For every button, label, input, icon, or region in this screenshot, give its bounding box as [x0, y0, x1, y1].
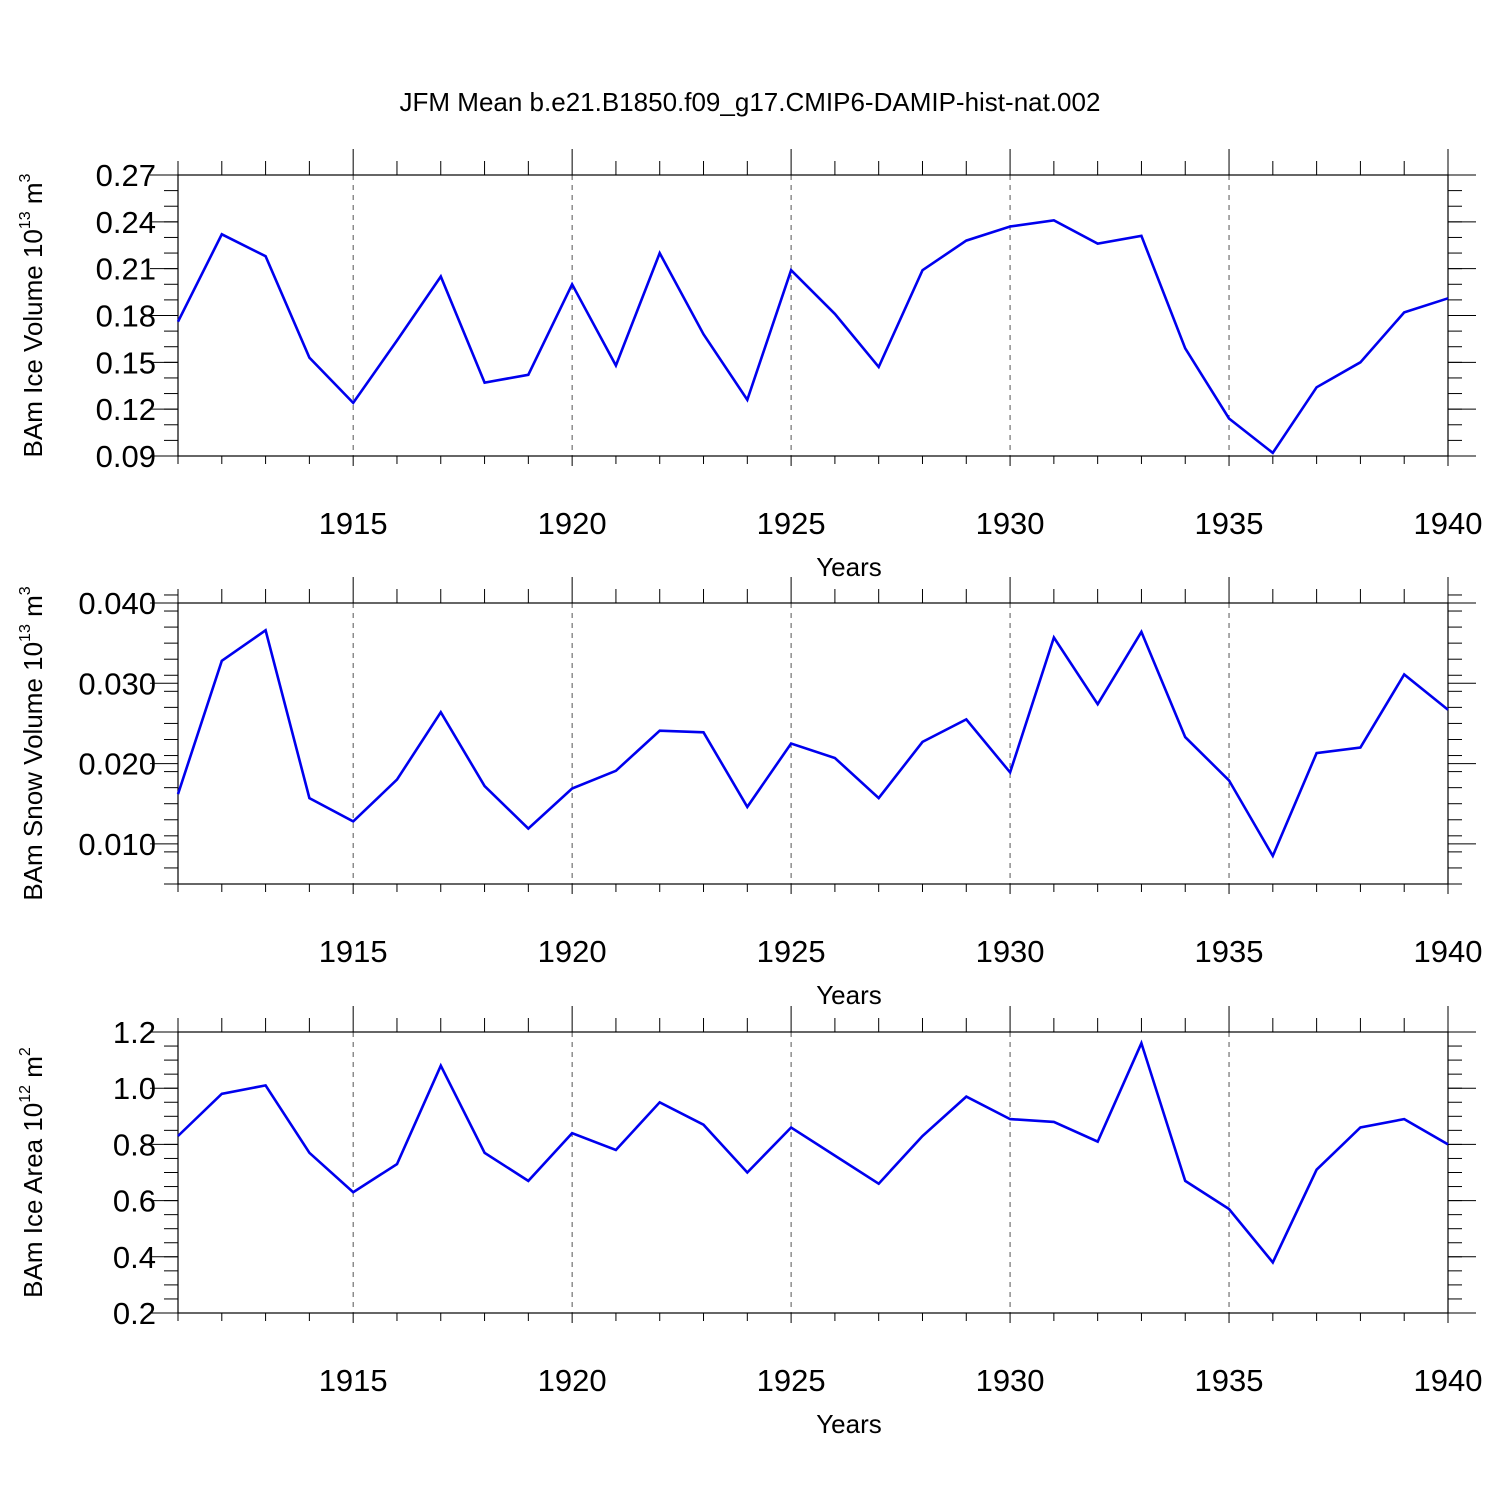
y-axis-label: BAm Ice Area 1012 m2: [17, 1047, 48, 1298]
y-tick-label: 1.0: [113, 1071, 156, 1106]
x-tick-label: 1915: [319, 934, 388, 969]
y-tick-label: 0.24: [96, 205, 156, 240]
y-tick-label: 0.21: [96, 252, 156, 287]
x-tick-label: 1920: [538, 506, 607, 541]
x-tick-label: 1930: [976, 506, 1045, 541]
y-tick-label: 0.8: [113, 1127, 156, 1162]
y-axis-label: BAm Ice Volume 1013 m3: [17, 173, 48, 457]
x-tick-label: 1925: [757, 934, 826, 969]
x-tick-label: 1935: [1195, 1363, 1264, 1398]
series-line: [176, 628, 1449, 859]
x-tick-label: 1935: [1195, 934, 1264, 969]
x-tick-label: 1930: [976, 1363, 1045, 1398]
y-tick-label: 0.09: [96, 439, 156, 474]
series-line: [176, 218, 1449, 455]
x-tick-label: 1940: [1414, 506, 1483, 541]
series-line: [177, 1039, 1449, 1265]
plot-frame: [177, 1031, 1449, 1314]
x-tick-label: 1920: [538, 1363, 607, 1398]
y-axis-label: BAm Snow Volume 1013 m3: [17, 586, 48, 900]
x-tick-label: 1915: [319, 1363, 388, 1398]
y-tick-label: 0.27: [96, 158, 156, 193]
x-tick-label: 1940: [1414, 934, 1483, 969]
x-axis-label: Years: [816, 552, 882, 582]
chart-title: JFM Mean b.e21.B1850.f09_g17.CMIP6-DAMIP…: [400, 87, 1101, 117]
x-tick-label: 1925: [757, 1363, 826, 1398]
x-tick-label: 1920: [538, 934, 607, 969]
y-tick-label: 0.040: [78, 586, 156, 621]
x-axis-label: Years: [816, 1409, 882, 1439]
y-tick-label: 0.020: [78, 747, 156, 782]
x-tick-label: 1940: [1414, 1363, 1483, 1398]
x-tick-label: 1915: [319, 506, 388, 541]
panel-1: 0.09 0.12 0.15 0.18 0.21 0.24 0.27 1915 1920 1925…: [17, 149, 1482, 582]
y-tick-label: 0.010: [78, 827, 156, 862]
panel-2: 0.010 0.020 0.030 0.040 1915 1920 1925 1930 1935…: [17, 577, 1482, 1010]
x-tick-label: 1925: [757, 506, 826, 541]
panels: 0.09 0.12 0.15 0.18 0.21 0.24 0.27 1915 1920 1925…: [17, 149, 1482, 1439]
y-tick-label: 0.2: [113, 1296, 156, 1331]
plot-frame: [177, 602, 1449, 885]
x-tick-label: 1935: [1195, 506, 1264, 541]
plot-frame: [177, 174, 1449, 457]
y-tick-label: 0.12: [96, 392, 156, 427]
y-tick-label: 1.2: [113, 1015, 156, 1050]
y-tick-label: 0.6: [113, 1184, 156, 1219]
x-tick-label: 1930: [976, 934, 1045, 969]
y-tick-label: 0.030: [78, 666, 156, 701]
panel-3: 0.2 0.4 0.6 0.8 1.0 1.2 1915 1920 1925 1930 1935 19…: [17, 1006, 1482, 1439]
x-axis-label: Years: [816, 980, 882, 1010]
y-tick-label: 0.18: [96, 299, 156, 334]
y-tick-label: 0.4: [113, 1240, 156, 1275]
y-tick-label: 0.15: [96, 345, 156, 380]
